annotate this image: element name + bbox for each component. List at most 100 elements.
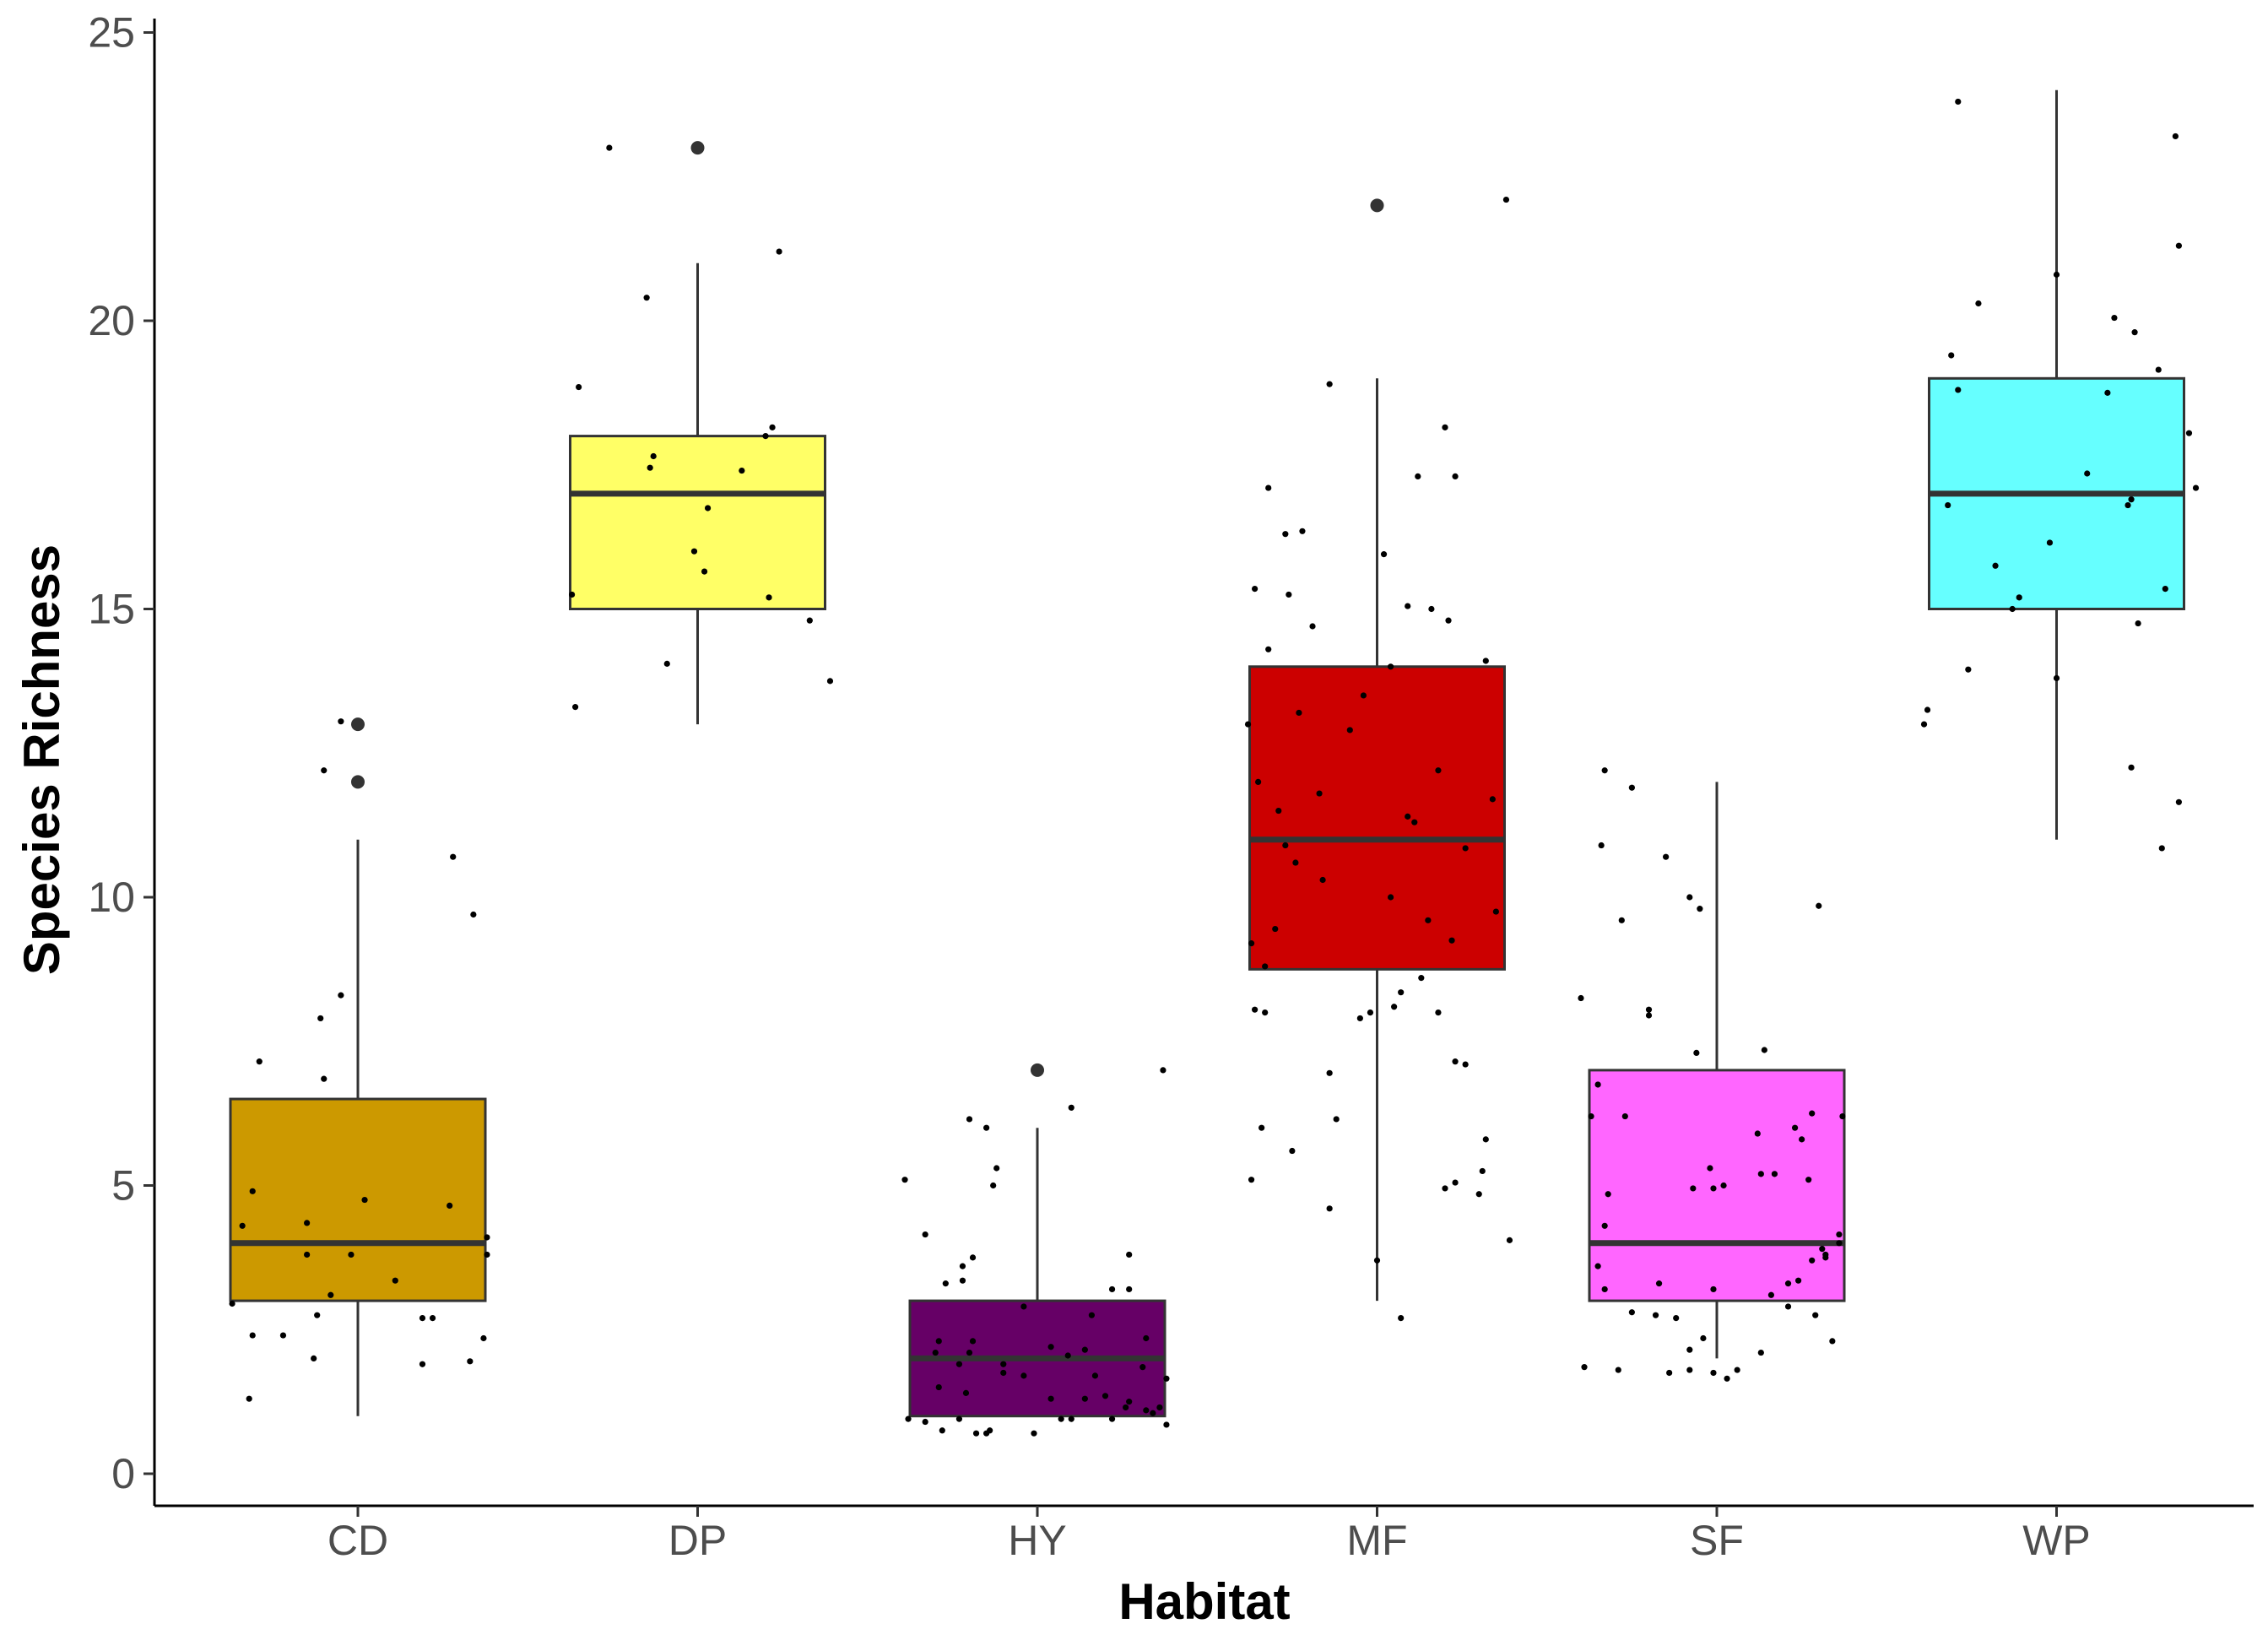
jitter-point	[1686, 1367, 1693, 1373]
jitter-point	[1367, 1009, 1374, 1016]
jitter-point	[1594, 1081, 1601, 1088]
x-tick-label: DP	[668, 1517, 727, 1564]
box-iqr	[1588, 1069, 1846, 1302]
jitter-point	[1492, 908, 1499, 915]
jitter-point	[1805, 1177, 1812, 1183]
x-tick-label: SF	[1690, 1517, 1744, 1564]
jitter-point	[1108, 1285, 1116, 1293]
jitter-point	[1945, 501, 1951, 509]
jitter-point	[1435, 1009, 1442, 1016]
jitter-point	[701, 568, 708, 575]
jitter-point	[1064, 1352, 1071, 1359]
jitter-point	[361, 1196, 368, 1204]
jitter-point	[1425, 917, 1432, 923]
jitter-point	[1836, 1240, 1843, 1247]
jitter-point	[1720, 1182, 1727, 1189]
jitter-point	[1791, 1124, 1799, 1131]
jitter-point	[766, 594, 772, 601]
jitter-point	[1360, 692, 1367, 699]
jitter-point	[1809, 1110, 1816, 1117]
x-axis-title: Habitat	[1118, 1573, 1290, 1630]
jitter-point	[2084, 470, 2091, 477]
jitter-point	[1601, 1222, 1608, 1229]
jitter-point	[1020, 1303, 1027, 1310]
jitter-point	[650, 452, 657, 460]
outlier-point	[351, 775, 365, 789]
jitter-point	[1262, 1009, 1269, 1016]
jitter-point	[568, 591, 576, 598]
jitter-point	[249, 1332, 256, 1339]
jitter-point	[1482, 658, 1489, 664]
jitter-point	[304, 1220, 311, 1226]
jitter-point	[955, 1361, 963, 1367]
jitter-point	[1707, 1165, 1713, 1172]
jitter-point	[1975, 300, 1982, 307]
jitter-point	[935, 1338, 942, 1345]
jitter-point	[1296, 709, 1302, 717]
jitter-point	[1326, 1205, 1333, 1212]
jitter-point	[1435, 767, 1442, 774]
jitter-point	[2175, 798, 2182, 805]
jitter-point	[1475, 1191, 1482, 1198]
jitter-point	[1839, 1112, 1846, 1120]
jitter-point	[1452, 1179, 1459, 1186]
jitter-point	[1411, 819, 1418, 825]
jitter-point	[1391, 1004, 1398, 1010]
jitter-point	[1686, 1346, 1693, 1353]
jitter-point	[1388, 663, 1394, 670]
jitter-point	[1163, 1375, 1170, 1382]
jitter-point	[1462, 845, 1469, 852]
jitter-point	[972, 1430, 980, 1437]
jitter-point	[1757, 1171, 1764, 1177]
jitter-point	[826, 678, 834, 685]
jitter-point	[1836, 1231, 1843, 1238]
jitter-point	[2175, 242, 2182, 249]
box-iqr	[229, 1097, 487, 1302]
y-tick-label: 25	[88, 9, 135, 57]
jitter-point	[1700, 1334, 1707, 1342]
jitter-point	[314, 1312, 321, 1318]
y-ticks-layer: 0 5 10 15 20 25	[88, 9, 154, 1497]
jitter-point	[1621, 1112, 1628, 1120]
jitter-point	[419, 1314, 426, 1322]
box-cd	[229, 717, 487, 1416]
box-iqr	[1248, 665, 1506, 971]
jitter-point	[1754, 1130, 1761, 1137]
jitter-point	[1652, 1312, 1659, 1318]
jitter-point	[1795, 1277, 1802, 1284]
box-wp	[1928, 89, 2185, 840]
jitter-point	[1594, 1263, 1601, 1269]
jitter-point	[2053, 674, 2060, 682]
jitter-point	[1326, 381, 1333, 387]
jitter-point	[484, 1234, 490, 1241]
jitter-point	[1265, 484, 1272, 491]
jitter-point	[969, 1338, 977, 1345]
jitter-point	[1292, 859, 1299, 866]
jitter-point	[606, 144, 613, 151]
jitter-point	[1588, 1112, 1594, 1120]
jitter-point	[1272, 925, 1279, 933]
jitter-point	[969, 1254, 977, 1261]
jitter-point	[1452, 1058, 1459, 1065]
jitter-point	[1442, 1185, 1448, 1192]
jitter-point	[1126, 1399, 1133, 1405]
jitter-point	[467, 1358, 474, 1365]
jitter-point	[966, 1349, 973, 1356]
jitter-point	[1248, 1177, 1255, 1183]
outlier-point	[1031, 1063, 1044, 1077]
jitter-point	[348, 1251, 355, 1258]
jitter-point	[1244, 721, 1252, 728]
jitter-point	[2172, 133, 2179, 140]
jitter-point	[983, 1124, 990, 1131]
jitter-point	[1333, 1116, 1340, 1123]
jitter-point	[2185, 430, 2193, 436]
jitter-point	[1252, 1006, 1258, 1013]
jitter-point	[1655, 1280, 1663, 1287]
y-tick-label: 10	[88, 874, 135, 921]
boxes-layer	[229, 89, 2185, 1418]
jitter-point	[1252, 585, 1258, 593]
jitter-point	[1920, 721, 1928, 728]
jitter-point	[1373, 1257, 1381, 1264]
y-tick-label: 20	[88, 297, 135, 344]
